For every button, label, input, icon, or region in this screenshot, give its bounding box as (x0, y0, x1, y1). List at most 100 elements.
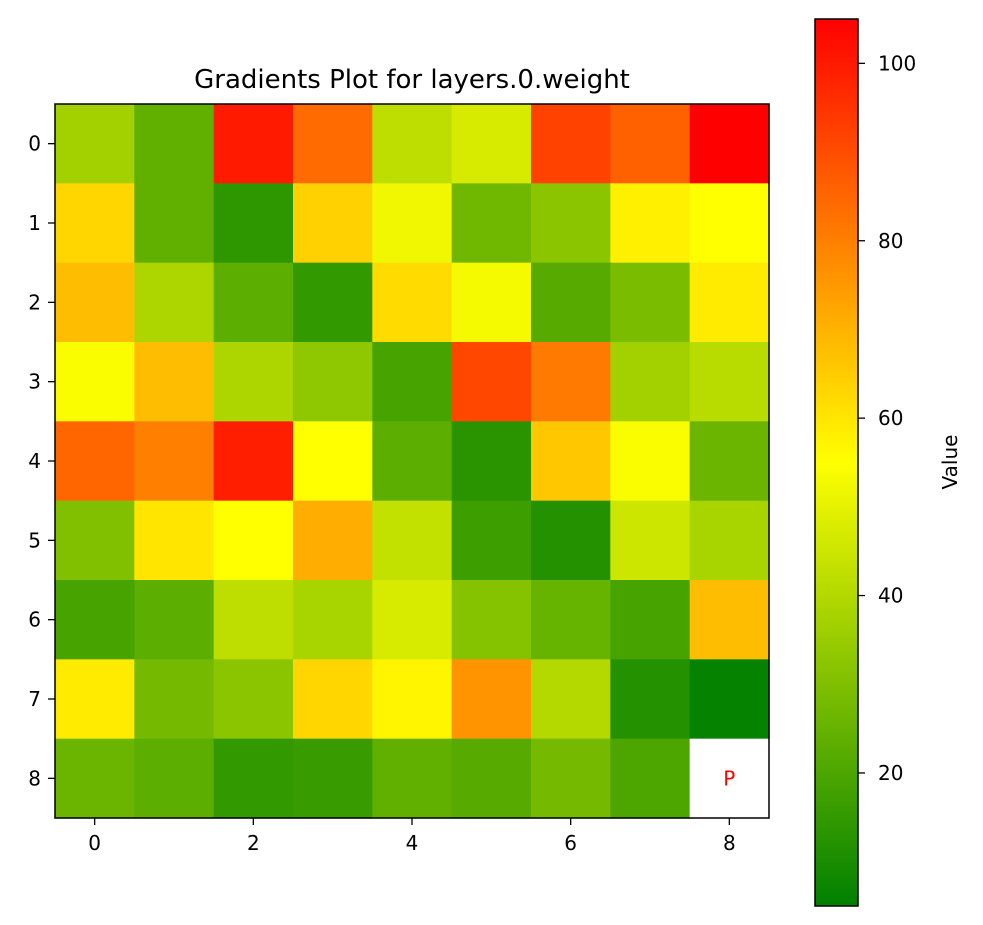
heatmap-cell-r5-c0 (55, 500, 135, 581)
heatmap-cell-r1-c7 (610, 183, 691, 264)
heatmap-cell-r2-c1 (134, 262, 215, 343)
y-tick-label-1: 1 (28, 211, 41, 235)
heatmap-cell-r4-c6 (531, 421, 611, 502)
heatmap-cell-r3-c5 (451, 342, 532, 422)
y-tick-label-2: 2 (28, 290, 41, 314)
heatmap-cell-r7-c4 (372, 659, 453, 740)
y-tick-label-5: 5 (28, 528, 41, 552)
heatmap-cell-r1-c3 (293, 183, 373, 264)
x-tick-label-4: 4 (406, 831, 419, 855)
y-tick-label-8: 8 (28, 766, 41, 790)
heatmap-cell-r6-c2 (213, 580, 294, 660)
heatmap-cell-r2-c4 (372, 262, 453, 343)
x-tick-label-6: 6 (564, 831, 577, 855)
heatmap-cell-r8-c7 (610, 738, 691, 819)
heatmap-cell-r1-c1 (134, 183, 215, 264)
heatmap-cell-r1-c5 (451, 183, 532, 264)
x-tick-label-8: 8 (723, 831, 736, 855)
heatmap-cell-r6-c6 (531, 580, 611, 660)
x-tick-label-0: 0 (88, 831, 101, 855)
heatmap-cell-r3-c1 (134, 342, 215, 422)
heatmap-cell-r6-c4 (372, 580, 453, 660)
heatmap-cell-r3-c3 (293, 342, 373, 422)
heatmap-cell-r3-c6 (531, 342, 611, 422)
colorbar-tick-label-100: 100 (878, 51, 916, 75)
heatmap-cell-r7-c3 (293, 659, 373, 740)
heatmap-cell-r6-c0 (55, 580, 135, 660)
heatmap-cell-r8-c2 (213, 738, 294, 819)
heatmap-cell-r8-c6 (531, 738, 611, 819)
colorbar-frame (814, 18, 859, 907)
heatmap-cell-r0-c6 (531, 104, 611, 184)
heatmap-cell-r2-c8 (689, 262, 770, 343)
heatmap-cell-r0-c4 (372, 104, 453, 184)
heatmap-cell-r0-c8 (689, 104, 770, 184)
heatmap-cell-r3-c7 (610, 342, 691, 422)
heatmap-cell-r5-c1 (134, 500, 215, 581)
y-tick-label-0: 0 (28, 132, 41, 156)
heatmap-cell-r5-c3 (293, 500, 373, 581)
heatmap-cell-r3-c8 (689, 342, 770, 422)
colorbar-ticks: 20 40 60 80 100 (858, 51, 916, 785)
heatmap-cell-r0-c0 (55, 104, 135, 184)
heatmap-cell-r8-c8 (689, 738, 770, 819)
chart-title: Gradients Plot for layers.0.weight (194, 65, 630, 95)
heatmap-cell-r4-c0 (55, 421, 135, 502)
heatmap-cell-r2-c2 (213, 262, 294, 343)
heatmap-cell-r1-c8 (689, 183, 770, 264)
y-tick-label-6: 6 (28, 608, 41, 632)
heatmap-cell-r6-c3 (293, 580, 373, 660)
heatmap-cell-r7-c1 (134, 659, 215, 740)
heatmap-cell-r6-c5 (451, 580, 532, 660)
heatmap-cell-r4-c8 (689, 421, 770, 502)
colorbar: 20 40 60 80 100 Value (814, 18, 962, 907)
heatmap-cell-r8-c5 (451, 738, 532, 819)
heatmap-cell-r5-c7 (610, 500, 691, 581)
heatmap-cell-r4-c4 (372, 421, 453, 502)
heatmap-cell-r4-c7 (610, 421, 691, 502)
heatmap-cell-r3-c4 (372, 342, 453, 422)
heatmap-cell-r4-c3 (293, 421, 373, 502)
heatmap-cell-r0-c2 (213, 104, 294, 184)
colorbar-tick-label-40: 40 (878, 584, 903, 608)
heatmap-cell-r1-c4 (372, 183, 453, 264)
y-axis: 0 1 2 3 4 5 6 7 8 (28, 132, 55, 790)
mask-label: P (723, 766, 735, 790)
heatmap-cell-r5-c8 (689, 500, 770, 581)
x-axis: 0 2 4 6 8 (88, 818, 736, 855)
heatmap-cells (55, 104, 770, 819)
heatmap-cell-r8-c3 (293, 738, 373, 819)
heatmap-cell-r2-c6 (531, 262, 611, 343)
x-tick-label-2: 2 (247, 831, 260, 855)
heatmap-cell-r8-c0 (55, 738, 135, 819)
heatmap-cell-r2-c0 (55, 262, 135, 343)
heatmap-cell-r3-c2 (213, 342, 294, 422)
heatmap-cell-r8-c1 (134, 738, 215, 819)
heatmap-cell-r7-c2 (213, 659, 294, 740)
heatmap-cell-r7-c6 (531, 659, 611, 740)
heatmap-cell-r4-c5 (451, 421, 532, 502)
heatmap-cell-r5-c2 (213, 500, 294, 581)
heatmap-cell-r6-c8 (689, 580, 770, 660)
heatmap-cell-r0-c1 (134, 104, 215, 184)
heatmap-cell-r2-c5 (451, 262, 532, 343)
heatmap-cell-r0-c7 (610, 104, 691, 184)
heatmap-cell-r2-c7 (610, 262, 691, 343)
heatmap-cell-r6-c1 (134, 580, 215, 660)
y-tick-label-7: 7 (28, 687, 41, 711)
heatmap-annotations: P (723, 766, 735, 790)
y-tick-label-4: 4 (28, 449, 41, 473)
heatmap-cell-r2-c3 (293, 262, 373, 343)
heatmap-cell-r5-c5 (451, 500, 532, 581)
y-tick-label-3: 3 (28, 370, 41, 394)
heatmap-cell-r5-c6 (531, 500, 611, 581)
colorbar-tick-label-80: 80 (878, 229, 903, 253)
heatmap-cell-r1-c6 (531, 183, 611, 264)
heatmap-cell-r0-c3 (293, 104, 373, 184)
colorbar-label: Value (938, 435, 962, 490)
heatmap-cell-r7-c8 (689, 659, 770, 740)
colorbar-gradient (815, 19, 858, 906)
heatmap-cell-r8-c4 (372, 738, 453, 819)
heatmap-cell-r7-c0 (55, 659, 135, 740)
